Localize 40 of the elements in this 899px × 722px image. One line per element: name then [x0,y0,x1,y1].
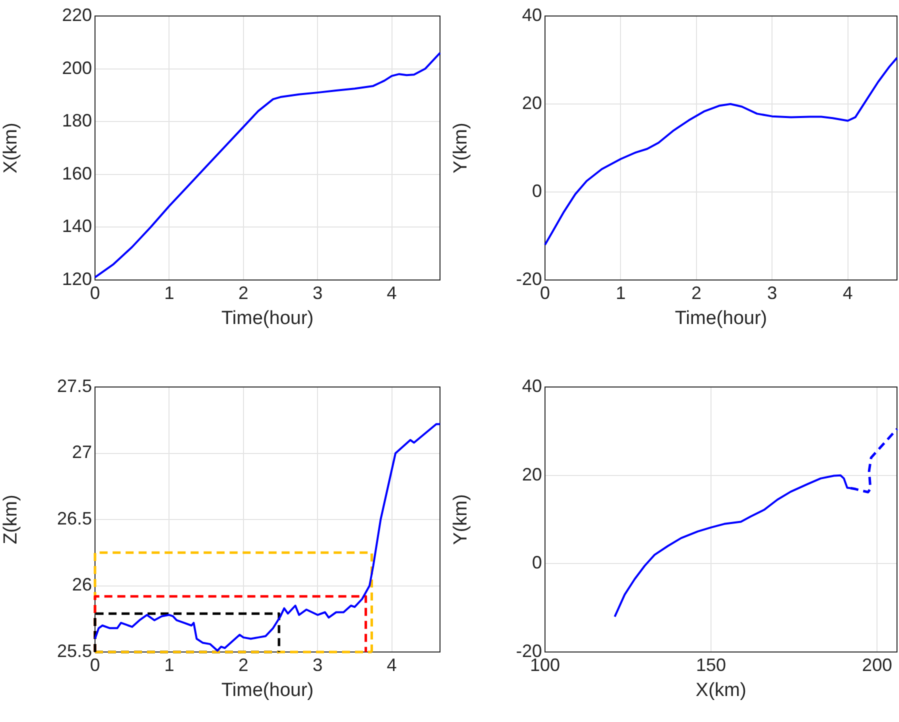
y-tick-label: 120 [62,268,92,289]
x-tick-label: 150 [696,654,726,675]
y-tick-label: 140 [62,216,92,236]
y-tick-label: 26 [72,574,92,595]
y-tick-label: 0 [532,552,542,573]
x-tick-label: 1 [616,282,626,303]
x-tick-label: 3 [312,654,323,675]
y-tick-label: 25.5 [56,640,92,661]
y-tick-label: 27.5 [56,376,92,396]
y-tick-label: 40 [522,376,542,396]
y-tick-label: -20 [516,268,542,289]
y-tick-label: 26.5 [56,508,92,528]
x-tick-label: 1 [164,654,174,675]
y-tick-label: 180 [62,110,92,131]
x-tick-label: 3 [312,282,323,303]
x-tick-label: 4 [386,654,397,675]
x-tick-label: 3 [767,282,778,303]
y-axis-title: Y(km) [450,122,472,174]
y-tick-label: 0 [532,180,542,201]
y-axis-title: Y(km) [450,494,472,545]
y-tick-label: 20 [522,92,542,113]
x-tick-label: 2 [691,282,702,303]
x-tick-label: 200 [862,654,892,675]
x-tick-label: 4 [386,282,397,303]
y-tick-label: 20 [522,464,542,484]
y-tick-label: 160 [62,163,92,184]
y-tick-label: 27 [72,442,92,462]
x-tick-label: 1 [164,282,174,303]
x-tick-label: 2 [238,654,248,675]
y-tick-label: 200 [62,58,92,78]
y-tick-label: 220 [62,4,92,25]
x-axis-title: Time(hour) [221,308,314,329]
y-axis-title: X(km) [0,122,22,174]
x-axis-title: Time(hour) [221,680,314,701]
y-axis-title: Z(km) [0,494,22,544]
x-tick-label: 4 [842,282,853,303]
y-tick-label: 40 [522,4,542,25]
x-axis-title: X(km) [696,680,746,701]
x-tick-label: 2 [238,282,248,303]
x-axis-title: Time(hour) [674,308,768,329]
